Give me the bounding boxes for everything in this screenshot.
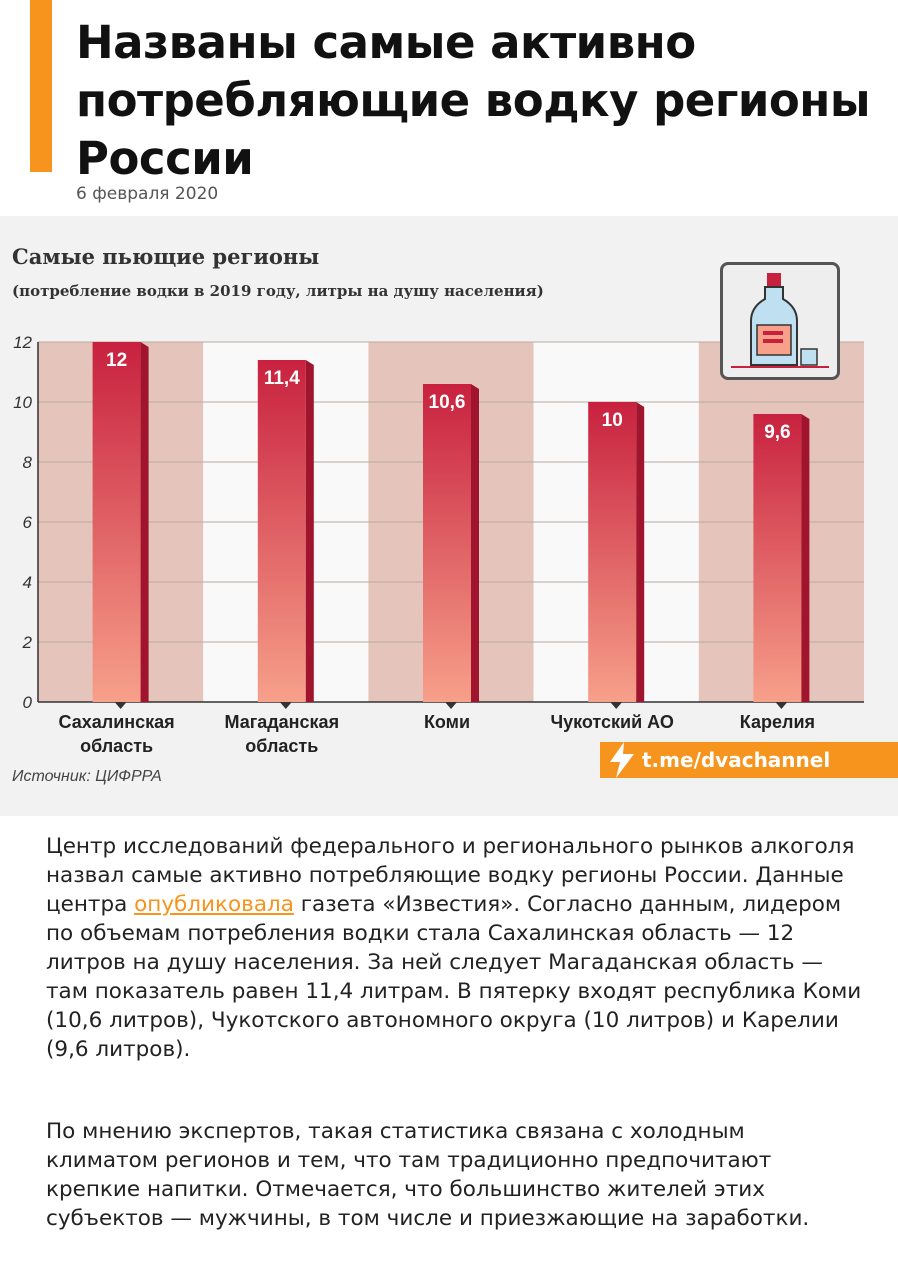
y-tick-label: 8 [23,453,33,472]
y-tick-label: 12 [13,333,32,352]
article-paragraph-2: По мнению экспертов, такая статистика св… [46,1119,810,1231]
bar-value-label: 10,6 [429,392,466,413]
bar-pointer [445,702,457,709]
category-label: Коми [424,712,470,732]
bar-side [140,342,149,702]
bar-value-label: 12 [106,350,127,371]
accent-bar [30,0,52,172]
article-p1-end: газета «Известия». Согласно данным, лиде… [46,892,862,1062]
bar-value-label: 9,6 [764,422,790,443]
category-label: Карелия [740,712,815,732]
bar-pointer [610,702,623,709]
publish-date: 6 февраля 2020 [76,184,219,204]
vodka-bottle-icon [720,262,840,380]
article-p1-start: Центр исследований федерального и регион… [46,834,855,917]
telegram-badge[interactable]: t.me/dvachannel [600,742,898,778]
y-tick-label: 4 [23,573,32,592]
telegram-badge-text: t.me/dvachannel [642,748,831,772]
y-tick-label: 10 [13,393,32,412]
category-label: область [245,736,318,756]
source-link[interactable]: опубликовала [134,892,294,917]
bar-pointer [114,702,127,709]
article-paragraph-1: Центр исследований федерального и регион… [46,832,862,1064]
bar-pointer [279,702,292,709]
category-label: Чукотский АО [550,712,673,732]
bar-side [305,360,314,702]
bar [423,384,471,702]
lightning-icon [610,742,634,778]
bar [588,402,637,702]
chart-subtitle: (потребление водки в 2019 году, литры на… [12,282,544,300]
bar [257,360,306,702]
chart-title: Самые пьющие регионы [12,244,320,269]
bar-pointer [775,702,788,709]
y-tick-label: 2 [22,633,33,652]
bar-side [471,384,479,702]
headline: Названы самые активно потребляющие водку… [76,16,871,185]
chart-source: Источник: ЦИФРРА [12,768,162,785]
y-tick-label: 6 [23,513,33,532]
bar-side [636,402,645,702]
bar [92,342,141,702]
bar [753,414,802,702]
bar-value-label: 10 [602,410,623,431]
category-label: Сахалинская [59,712,175,732]
bar-side [801,414,810,702]
category-label: область [80,736,153,756]
category-label: Магаданская [225,712,340,732]
bar-value-label: 11,4 [264,368,300,389]
bar-chart: 12 11,4 10,6 10 9,6 0 2 4 6 8 10 12 Сахалинская обл… [13,333,864,756]
y-tick-label: 0 [23,693,33,712]
